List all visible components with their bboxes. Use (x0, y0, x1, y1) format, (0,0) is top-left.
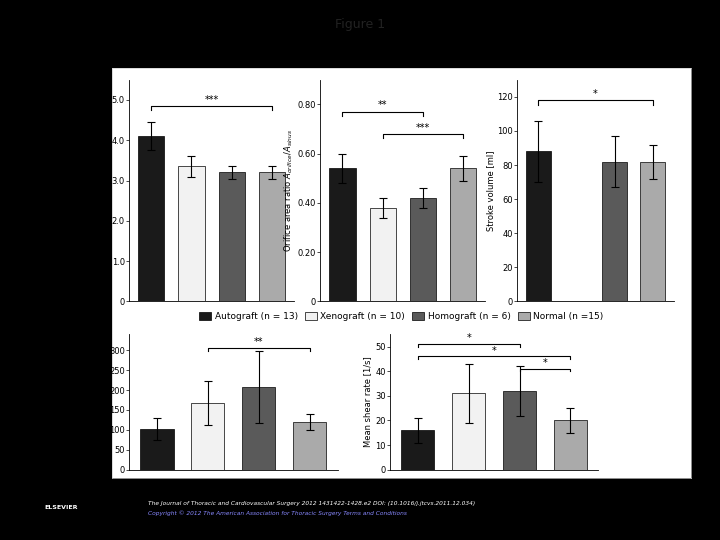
Bar (259, 172, 285, 301)
Text: **: ** (254, 338, 264, 347)
Text: Copyright © 2012 The American Association for Thoracic Surgery Terms and Conditi: Copyright © 2012 The American Associatio… (148, 510, 407, 516)
Bar (179, 166, 204, 301)
Text: *: * (492, 346, 497, 356)
Bar (329, 168, 356, 301)
Bar (401, 430, 434, 470)
Y-axis label: Stroke volume [ml]: Stroke volume [ml] (485, 150, 495, 231)
Y-axis label: Max velocity [cm/s]: Max velocity [cm/s] (97, 361, 106, 443)
Bar (369, 208, 396, 301)
Bar (503, 391, 536, 470)
Text: *: * (593, 89, 598, 99)
Text: ELSEVIER: ELSEVIER (45, 505, 78, 510)
Bar (192, 403, 225, 470)
Bar (242, 387, 275, 470)
Bar (410, 198, 436, 301)
Bar (138, 136, 164, 301)
Legend: Autograft (n = 13), Xenograft (n = 10), Homograft (n = 6), Normal (n =15): Autograft (n = 13), Xenograft (n = 10), … (196, 309, 607, 325)
Bar (452, 393, 485, 470)
Text: **: ** (378, 100, 387, 111)
Bar (450, 168, 477, 301)
Bar (526, 151, 551, 301)
Text: *: * (467, 333, 471, 343)
Y-axis label: Sinus diameter [cm]: Sinus diameter [cm] (100, 148, 109, 233)
Bar (602, 161, 627, 301)
Bar (293, 422, 326, 470)
Bar (554, 421, 587, 470)
Bar (140, 429, 174, 470)
Bar (640, 161, 665, 301)
Text: The Journal of Thoracic and Cardiovascular Surgery 2012 1431422-1428.e2 DOI: (10: The Journal of Thoracic and Cardiovascul… (148, 501, 474, 506)
Y-axis label: Mean shear rate [1/s]: Mean shear rate [1/s] (363, 356, 372, 447)
Bar (219, 172, 245, 301)
Text: ***: *** (204, 94, 219, 105)
Text: Figure 1: Figure 1 (335, 18, 385, 31)
Text: *: * (543, 358, 547, 368)
Y-axis label: Orifice area ratio $A_{orifice}/A_{sinus}$: Orifice area ratio $A_{orifice}/A_{sinus… (282, 129, 294, 252)
Text: ***: *** (416, 123, 430, 133)
